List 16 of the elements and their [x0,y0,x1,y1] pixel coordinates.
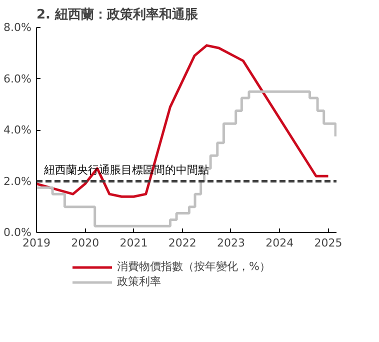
x-tick-label: 2019 [22,236,51,250]
x-tick-label: 2024 [266,236,294,250]
y-tick-label: 0.0% [4,226,32,239]
y-tick-label: 4.0% [4,124,32,136]
x-tick-label: 2025 [314,236,342,250]
y-tick-label: 6.0% [4,72,32,86]
x-tick-label: 2020 [71,236,100,250]
x-tick-label: 2021 [120,236,148,250]
y-tick-label: 8.0% [4,21,32,34]
x-tick-label: 2022 [168,236,196,250]
chart-title: 2. 紐西蘭：政策利率和通脹 [36,6,200,22]
legend-label: 政策利率 [117,274,161,289]
line-series [36,44,330,198]
legend-label: 消費物價指數（按年變化，%） [117,259,270,274]
x-tick-label: 2023 [216,236,245,250]
y-tick-label: 2.0% [4,174,32,188]
